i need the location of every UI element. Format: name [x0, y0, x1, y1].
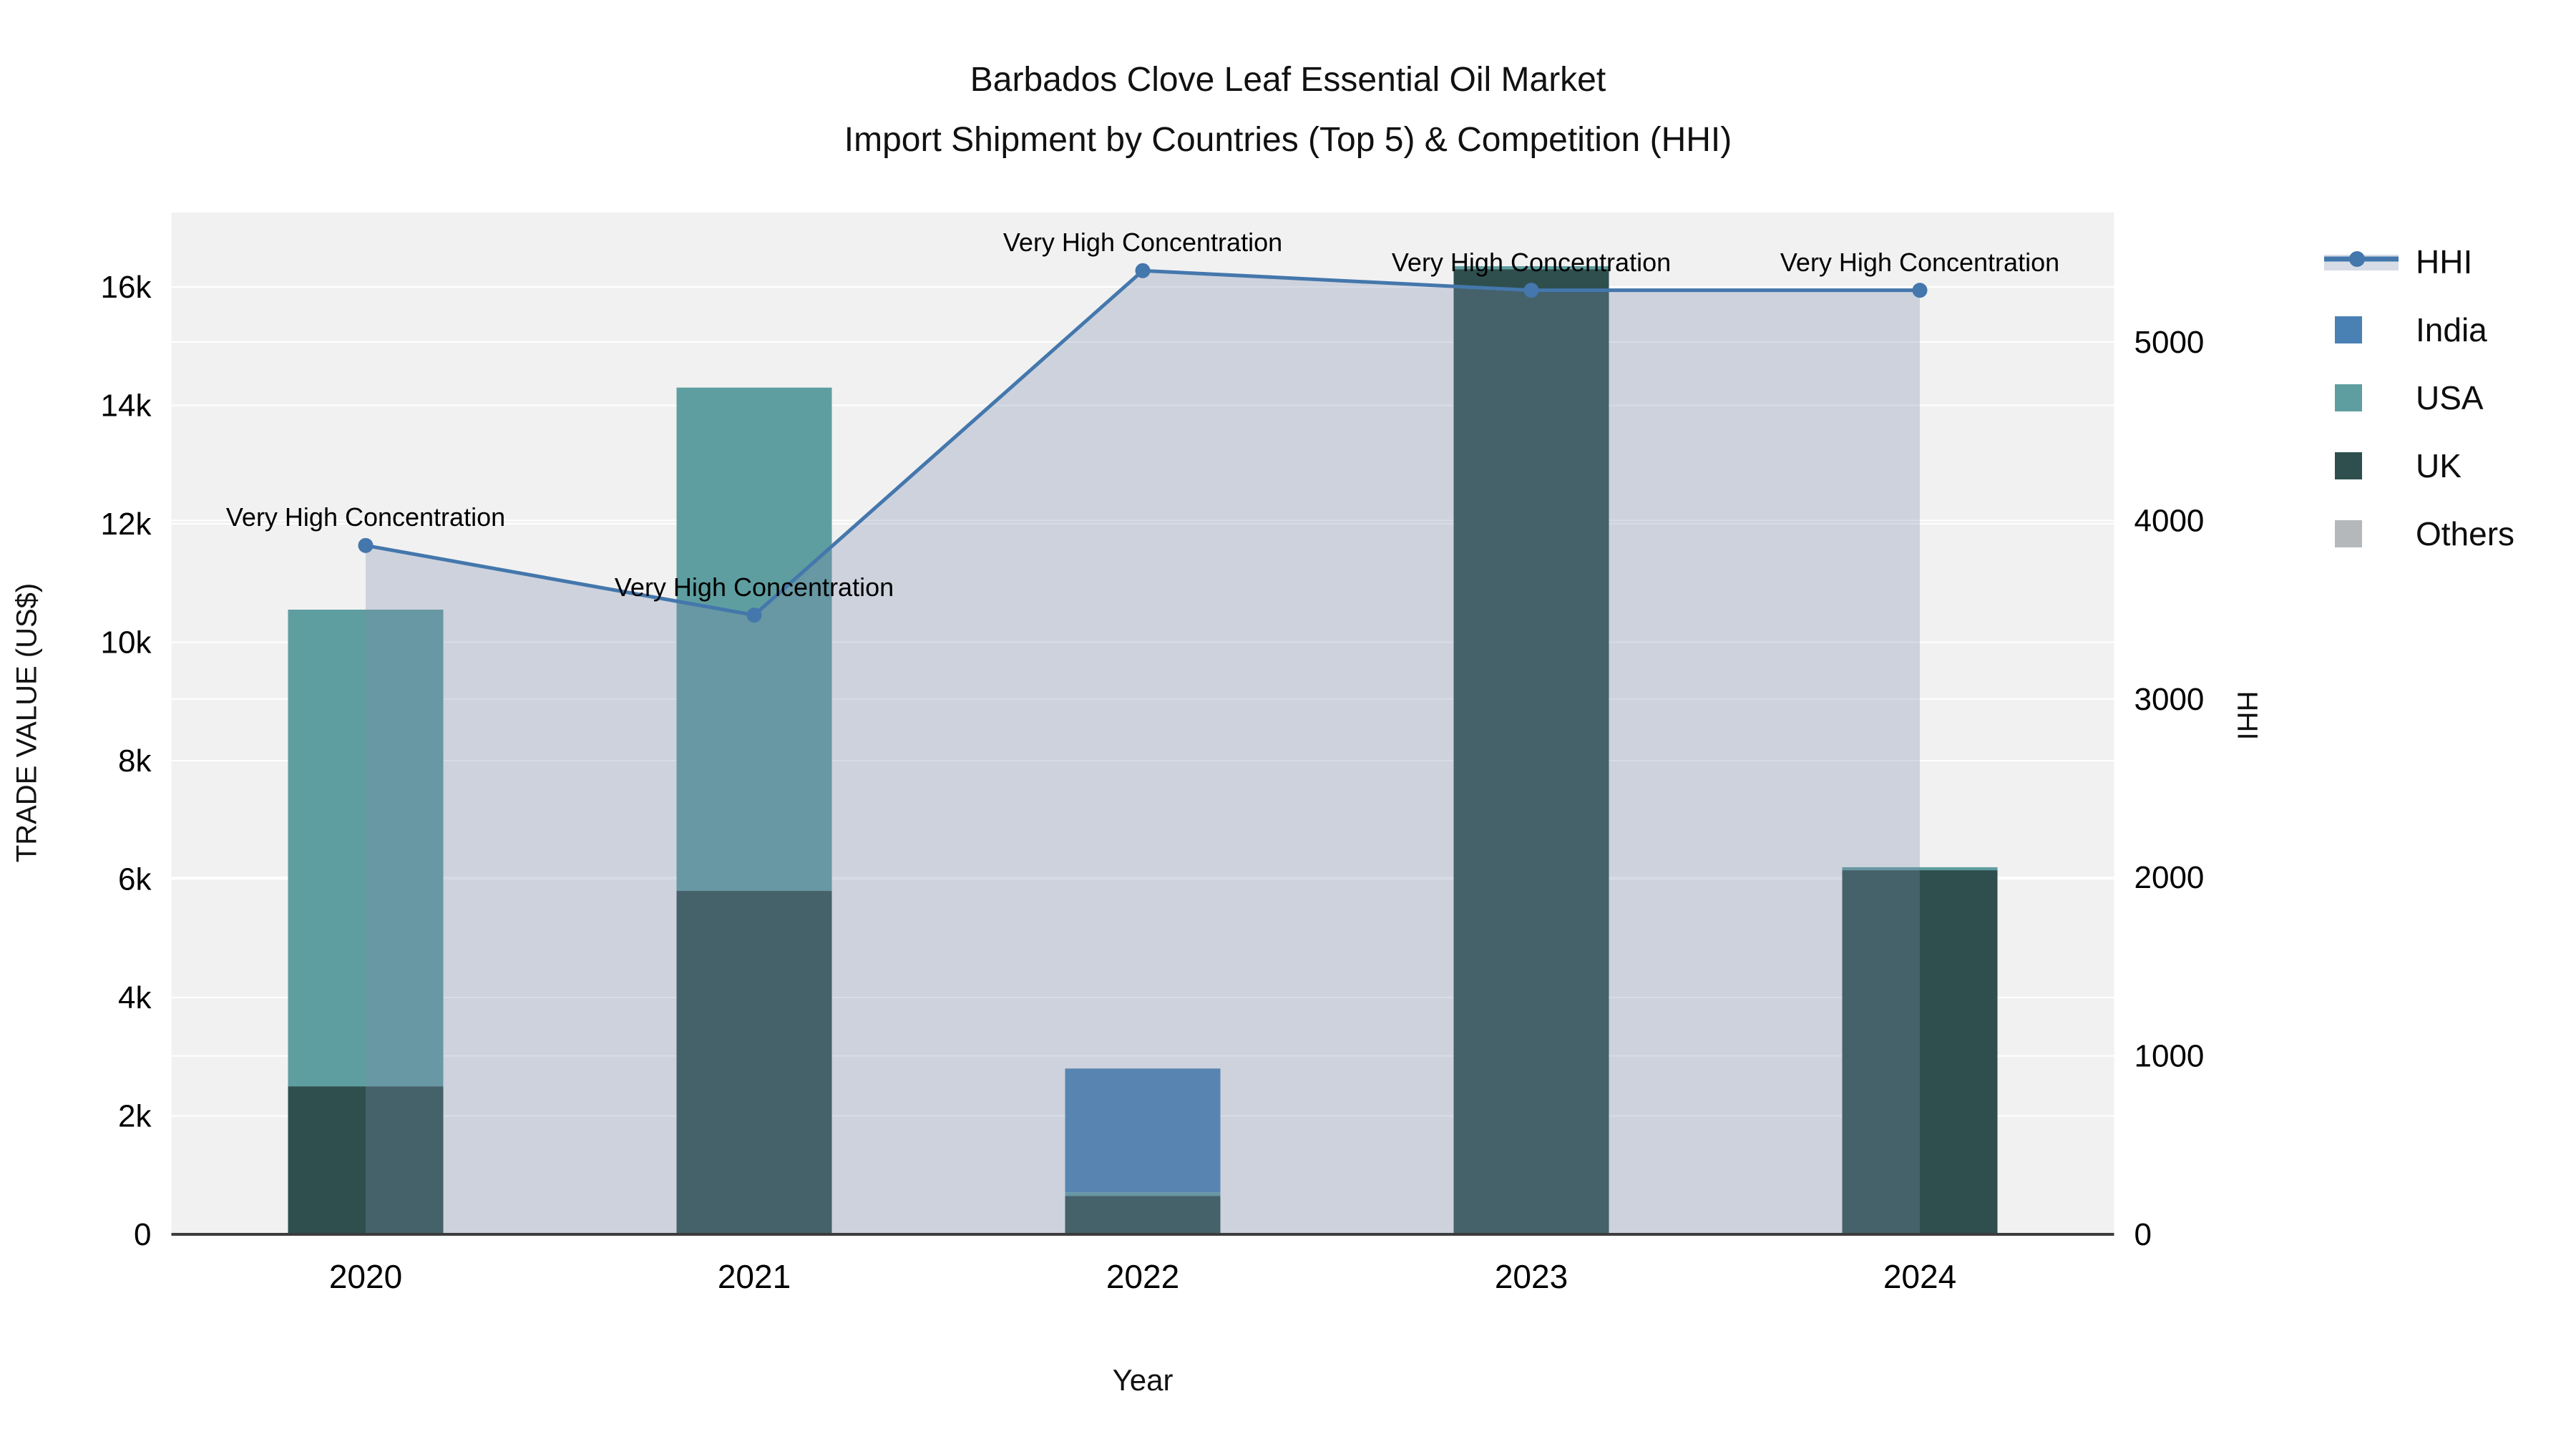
y-left-tick-14k: 14k: [101, 389, 152, 424]
swatch-icon-india: [2324, 316, 2399, 343]
legend-label: UK: [2416, 447, 2462, 484]
legend-label: USA: [2416, 379, 2484, 416]
bar-segment-usa-2023[interactable]: [1453, 266, 1609, 270]
y-left-tick-4k: 4k: [118, 980, 152, 1015]
y-left-tick-10k: 10k: [101, 625, 152, 660]
hhi-area-fill: [366, 270, 1920, 1234]
y-left-tick-6k: 6k: [118, 862, 152, 897]
bar-segment-india-2022[interactable]: [1065, 1068, 1221, 1193]
annotation-2024: Very High Concentration: [1780, 247, 2060, 277]
hhi-marker-2022[interactable]: [1135, 263, 1151, 278]
y-right-tick-5000: 5000: [2135, 325, 2205, 360]
y-left-tick-16k: 16k: [101, 270, 152, 305]
chart-title: Barbados Clove Leaf Essential Oil Market…: [0, 63, 2576, 157]
bar-segment-usa-2022[interactable]: [1065, 1192, 1221, 1196]
annotation-2022: Very High Concentration: [1002, 228, 1283, 258]
x-tick-2021: 2021: [718, 1258, 791, 1295]
y-right-tick-3000: 3000: [2135, 682, 2205, 717]
swatch-icon-usa: [2324, 384, 2399, 411]
swatch-icon-uk: [2324, 452, 2399, 479]
bar-segment-uk-2023[interactable]: [1453, 269, 1609, 1234]
y-left-tick-2k: 2k: [118, 1099, 152, 1134]
y-axis-title-right: HHI: [2231, 691, 2263, 741]
y-right-tick-0: 0: [2135, 1217, 2152, 1252]
legend-item-usa[interactable]: USA: [2324, 364, 2514, 431]
x-tick-2023: 2023: [1495, 1258, 1568, 1295]
chart-title-line1: Barbados Clove Leaf Essential Oil Market: [970, 61, 1606, 99]
legend: HHI India USA UK Others: [2324, 228, 2514, 567]
hhi-marker-2020[interactable]: [358, 537, 374, 553]
hhi-marker-2021[interactable]: [746, 608, 762, 623]
y-left-tick-0: 0: [134, 1217, 151, 1252]
y-axis-title-left: TRADE VALUE (US$): [11, 582, 43, 863]
x-tick-2024: 2024: [1883, 1258, 1956, 1295]
swatch-icon-others: [2324, 519, 2399, 547]
y-left-tick-8k: 8k: [118, 743, 152, 779]
bar-segment-uk-2020[interactable]: [288, 1086, 444, 1234]
legend-label: Others: [2416, 514, 2515, 552]
bar-segment-uk-2022[interactable]: [1065, 1196, 1221, 1234]
y-right-tick-2000: 2000: [2135, 860, 2205, 895]
annotation-2020: Very High Concentration: [225, 502, 506, 532]
annotation-2021: Very High Concentration: [614, 572, 894, 602]
plot-background: [171, 213, 2114, 1234]
bar-segment-usa-2021[interactable]: [676, 387, 832, 892]
legend-item-others[interactable]: Others: [2324, 499, 2514, 567]
annotation-2023: Very High Concentration: [1391, 247, 1672, 277]
x-axis-title: Year: [1112, 1363, 1174, 1397]
x-tick-2022: 2022: [1106, 1258, 1179, 1295]
y-right-tick-4000: 4000: [2135, 503, 2205, 538]
y-right-tick-1000: 1000: [2135, 1039, 2205, 1074]
legend-label: India: [2416, 311, 2487, 348]
legend-item-uk[interactable]: UK: [2324, 431, 2514, 499]
y-left-tick-12k: 12k: [101, 507, 152, 542]
hhi-line-icon: [2324, 240, 2399, 283]
bar-segment-usa-2020[interactable]: [288, 609, 444, 1087]
legend-item-hhi[interactable]: HHI: [2324, 228, 2514, 296]
bar-segment-uk-2021[interactable]: [676, 891, 832, 1234]
hhi-marker-2023[interactable]: [1523, 283, 1539, 298]
bar-segment-uk-2024[interactable]: [1842, 870, 1998, 1234]
legend-item-india[interactable]: India: [2324, 296, 2514, 364]
legend-label: HHI: [2416, 243, 2473, 280]
chart-title-line2: Import Shipment by Countries (Top 5) & C…: [844, 121, 1732, 159]
x-tick-2020: 2020: [329, 1258, 402, 1295]
bar-segment-usa-2024[interactable]: [1842, 867, 1998, 871]
hhi-marker-2024[interactable]: [1912, 283, 1928, 298]
